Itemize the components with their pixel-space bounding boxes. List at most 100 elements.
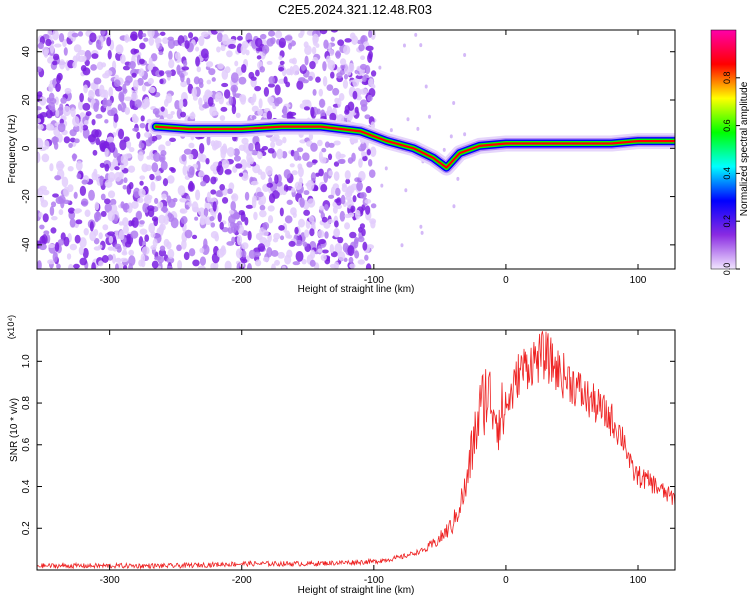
noise-speck <box>281 265 287 269</box>
noise-speck <box>262 256 270 263</box>
y-tick-label: -20 <box>21 189 32 204</box>
noise-speck <box>130 230 139 239</box>
noise-speck <box>366 149 371 156</box>
noise-speck <box>168 59 175 69</box>
noise-speck <box>64 87 72 94</box>
noise-speck <box>69 218 76 228</box>
noise-speck <box>107 254 114 261</box>
colorbar-tick-label: 0.6 <box>722 119 732 132</box>
noise-speck <box>275 139 283 147</box>
noise-speck <box>303 106 310 111</box>
noise-speck <box>241 63 247 73</box>
noise-speck <box>285 230 291 239</box>
noise-speck <box>155 38 160 49</box>
noise-speck <box>177 185 186 196</box>
noise-speck <box>362 241 368 251</box>
noise-speck <box>267 83 276 88</box>
snr-panel: -300 -200 -100 0 100 0.2 0.4 0.6 0.8 1.0 Height … <box>6 315 676 596</box>
noise-speck <box>77 31 84 37</box>
noise-speck <box>316 108 321 115</box>
noise-speck <box>319 30 328 35</box>
noise-speck <box>321 216 328 223</box>
noise-speck <box>38 212 43 218</box>
noise-speck <box>62 105 71 117</box>
noise-speck <box>251 197 257 209</box>
noise-speck <box>206 90 213 97</box>
noise-speck <box>308 132 314 141</box>
noise-speck <box>198 35 205 47</box>
noise-speck <box>452 101 456 106</box>
noise-speck <box>336 72 343 79</box>
noise-speck <box>338 93 345 101</box>
noise-speck <box>93 237 100 245</box>
noise-speck <box>51 215 58 221</box>
noise-speck <box>347 101 355 112</box>
noise-speck <box>179 111 187 118</box>
x-tick-label: -300 <box>100 575 120 586</box>
noise-speck <box>274 174 279 185</box>
noise-speck <box>365 205 371 215</box>
noise-speck <box>424 84 428 89</box>
noise-speck <box>214 233 220 242</box>
noise-speck <box>118 171 124 180</box>
noise-speck <box>176 64 181 75</box>
noise-speck <box>294 226 299 235</box>
noise-speck <box>274 84 281 96</box>
noise-speck <box>230 200 236 212</box>
noise-speck <box>37 66 42 73</box>
noise-speck <box>73 191 78 199</box>
noise-speck <box>329 243 335 254</box>
noise-speck <box>147 30 155 38</box>
noise-speck <box>59 103 64 111</box>
noise-speck <box>219 115 226 122</box>
snr-y-multiplier: (x10⁴) <box>6 315 16 339</box>
noise-speck <box>199 256 206 266</box>
noise-speck <box>188 142 195 149</box>
colorbar-label: Normalized spectral amplitude <box>739 81 750 216</box>
snr-y-ticks: 0.2 0.4 0.6 0.8 1.0 <box>21 354 675 535</box>
noise-speck <box>271 249 279 257</box>
noise-speck <box>262 44 270 54</box>
noise-speck <box>228 43 236 49</box>
colorbar: 0.0 0.2 0.4 0.6 0.8 Normalized spectral ampl… <box>710 29 750 275</box>
noise-speck <box>153 218 159 227</box>
noise-speck <box>52 251 58 263</box>
snr-series-line <box>37 331 675 570</box>
noise-speck <box>330 186 335 197</box>
noise-speck <box>56 74 61 84</box>
noise-speck <box>120 201 125 209</box>
noise-speck <box>90 82 97 90</box>
snr-x-ticks: -300 -200 -100 0 100 <box>100 330 647 586</box>
noise-speck <box>148 222 156 234</box>
noise-speck <box>159 78 164 85</box>
noise-speck <box>178 98 184 109</box>
noise-speck <box>367 78 374 86</box>
noise-speck <box>128 249 135 256</box>
noise-speck <box>114 166 120 171</box>
noise-speck <box>79 92 84 103</box>
noise-speck <box>274 259 281 266</box>
noise-speck <box>452 204 456 209</box>
noise-speck <box>261 145 269 151</box>
noise-speck <box>216 30 225 33</box>
noise-speck <box>304 45 312 56</box>
noise-speck <box>299 197 305 208</box>
noise-speck <box>212 143 218 151</box>
noise-speck <box>144 131 151 138</box>
noise-speck <box>324 203 329 210</box>
noise-speck <box>369 146 377 158</box>
noise-speck <box>240 258 248 264</box>
noise-speck <box>124 80 131 86</box>
noise-speck <box>248 142 254 152</box>
noise-speck <box>115 44 124 55</box>
noise-speck <box>144 196 152 205</box>
noise-speck <box>143 37 149 42</box>
noise-speck <box>359 88 368 95</box>
noise-speck <box>352 195 357 203</box>
noise-speck <box>90 64 97 71</box>
noise-speck <box>55 109 60 117</box>
noise-speck <box>250 76 257 81</box>
noise-speck <box>233 148 240 157</box>
noise-speck <box>283 169 291 179</box>
